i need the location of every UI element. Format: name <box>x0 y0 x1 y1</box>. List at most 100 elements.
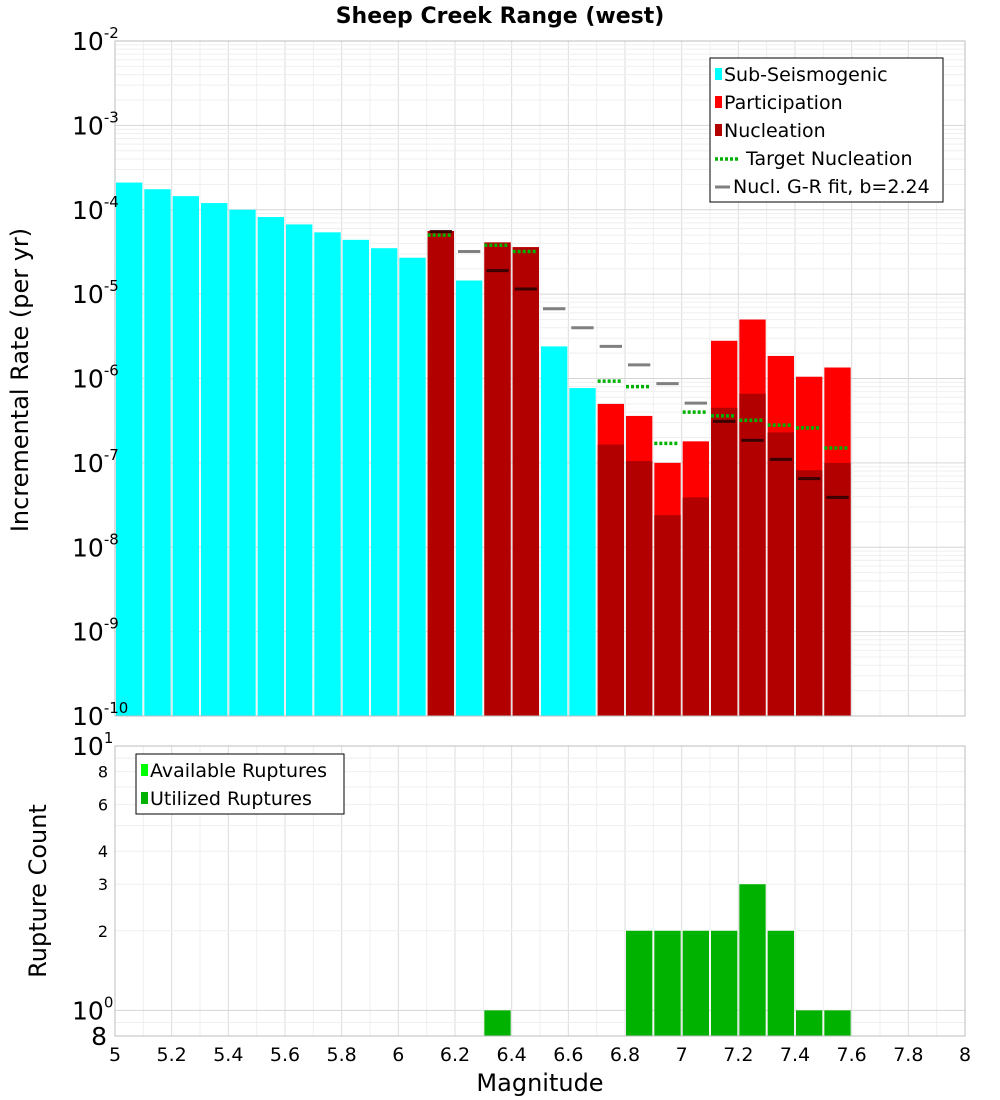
rate-legend-box <box>709 57 944 203</box>
nucleation-bar <box>626 461 653 716</box>
sub-seismogenic-bar <box>286 224 313 717</box>
x-tick-label: 7.4 <box>780 1044 810 1066</box>
sub-seismogenic-bar <box>116 182 143 716</box>
rate-legend: Sub-Seismogenic Participation Nucleation Ta… <box>709 57 944 203</box>
sub-seismogenic-bar <box>541 346 568 716</box>
nucleation-bar <box>767 432 794 716</box>
rate-legend-swatch <box>715 96 722 108</box>
count-panel: 100 101 8 2 3 4 6 8 5 5.2 5.4 5.6 5.8 6 6.2 6.4 6.6 6.8 7… <box>24 729 971 1097</box>
rate-y-tick-label: 10-10 <box>72 699 128 731</box>
x-tick-label: 5.2 <box>157 1044 187 1066</box>
rate-y-tick-label: 10-6 <box>72 362 119 394</box>
sub-seismogenic-bar <box>342 239 369 716</box>
chart-title: Sheep Creek Range (west) <box>336 4 665 29</box>
utilized-ruptures-bar <box>682 930 709 1036</box>
utilized-ruptures-bar <box>626 930 653 1036</box>
count-plot-frame <box>114 745 966 1037</box>
count-legend: Available Ruptures Utilized Ruptures <box>135 753 345 815</box>
nucleation-bar <box>824 462 851 716</box>
utilized-ruptures-bar <box>711 930 738 1036</box>
sub-seismogenic-bar <box>314 232 341 716</box>
rate-y-tick-label: 10-5 <box>72 277 119 309</box>
count-legend-label: Utilized Ruptures <box>150 788 312 810</box>
count-y-tick-label: 100 <box>72 993 113 1025</box>
x-tick-label: 6.4 <box>497 1044 527 1066</box>
count-legend-label: Available Ruptures <box>150 760 327 782</box>
x-tick-label: 6.2 <box>440 1044 470 1066</box>
rate-legend-swatch <box>715 124 722 136</box>
count-x-tick-labels: 5 5.2 5.4 5.6 5.8 6 6.2 6.4 6.6 6.8 7 7.2 7.4 7.6 7.8 8 <box>109 1044 971 1066</box>
nucleation-bar <box>654 515 681 716</box>
rate-fit-lines <box>427 230 849 499</box>
nucleation-bar <box>597 444 624 716</box>
count-legend-box <box>135 753 345 815</box>
sub-seismogenic-bar <box>371 248 398 717</box>
rate-y-tick-label: 10-7 <box>72 446 119 478</box>
x-tick-label: 6.6 <box>553 1044 583 1066</box>
utilized-ruptures-bar <box>739 884 766 1036</box>
utilized-ruptures-bar <box>796 1010 823 1036</box>
x-tick-label: 5.4 <box>213 1044 243 1066</box>
sub-seismogenic-bar <box>229 209 256 716</box>
nucleation-bar <box>682 497 709 716</box>
x-tick-label: 7.8 <box>893 1044 923 1066</box>
rate-y-axis-label: Incremental Rate (per yr) <box>6 228 34 532</box>
utilized-ruptures-bar <box>654 930 681 1036</box>
nucleation-bar <box>484 242 511 716</box>
sub-seismogenic-bar <box>399 257 426 716</box>
count-y-tick-label: 101 <box>72 729 113 761</box>
x-tick-label: 7.6 <box>837 1044 867 1066</box>
nucleation-bar <box>711 407 738 716</box>
utilized-ruptures-bar <box>824 1010 851 1036</box>
rate-panel: 10-10 10-9 10-8 10-7 10-6 10-5 10-4 10-3 10-2 In… <box>6 24 966 731</box>
nucleation-bar <box>427 230 454 716</box>
rate-y-tick-labels: 10-10 10-9 10-8 10-7 10-6 10-5 10-4 10-3 10-2 <box>72 24 128 731</box>
x-tick-label: 7 <box>676 1044 688 1066</box>
count-y-axis-label: Rupture Count <box>24 804 52 978</box>
nucleation-bar <box>739 393 766 716</box>
rate-legend-swatch <box>715 68 722 80</box>
x-tick-label: 5.8 <box>327 1044 357 1066</box>
sub-seismogenic-bar <box>257 217 284 716</box>
rate-y-tick-label: 10-2 <box>72 24 119 56</box>
count-y-minor-tick-label: 2 <box>98 922 108 941</box>
count-y-minor-tick-label: 6 <box>98 796 108 815</box>
rate-y-tick-label: 10-3 <box>72 108 119 140</box>
x-axis-label: Magnitude <box>476 1069 603 1097</box>
x-tick-label: 8 <box>959 1044 971 1066</box>
rate-legend-label: Nucl. G-R fit, b=2.24 <box>733 176 930 198</box>
rate-legend-label: Sub-Seismogenic <box>724 64 888 86</box>
count-legend-swatch <box>141 792 148 804</box>
x-tick-label: 6.8 <box>610 1044 640 1066</box>
sub-seismogenic-bar <box>569 388 596 716</box>
rate-bars <box>116 182 851 717</box>
count-bars <box>484 884 851 1036</box>
rate-y-tick-label: 10-4 <box>72 193 119 225</box>
rate-plot-frame <box>114 40 966 717</box>
sub-seismogenic-bar <box>456 280 483 716</box>
count-y-minor-tick-label: 4 <box>98 842 108 861</box>
rate-gridlines <box>114 40 966 717</box>
rate-legend-label: Target Nucleation <box>745 148 913 170</box>
rate-legend-label: Nucleation <box>724 120 826 142</box>
count-legend-swatch <box>141 764 148 776</box>
x-tick-label: 7.2 <box>723 1044 753 1066</box>
sub-seismogenic-bar <box>144 189 171 717</box>
utilized-ruptures-bar <box>484 1010 511 1036</box>
utilized-ruptures-bar <box>767 930 794 1036</box>
sub-seismogenic-bar <box>201 203 228 716</box>
rate-y-tick-label: 10-9 <box>72 615 119 647</box>
x-tick-label: 5 <box>109 1044 121 1066</box>
count-y-tick-labels: 100 101 8 2 3 4 6 8 <box>72 729 113 1051</box>
rate-legend-label: Participation <box>724 92 843 114</box>
x-tick-label: 5.6 <box>270 1044 300 1066</box>
sub-seismogenic-bar <box>172 196 199 716</box>
count-y-minor-tick-label: 8 <box>91 1022 107 1051</box>
count-y-minor-tick-label: 3 <box>98 875 108 894</box>
rate-y-tick-label: 10-8 <box>72 530 119 562</box>
nucleation-bar <box>796 470 823 716</box>
x-tick-label: 6 <box>392 1044 404 1066</box>
nucleation-bar <box>512 247 539 716</box>
count-y-minor-tick-label: 8 <box>98 763 108 782</box>
